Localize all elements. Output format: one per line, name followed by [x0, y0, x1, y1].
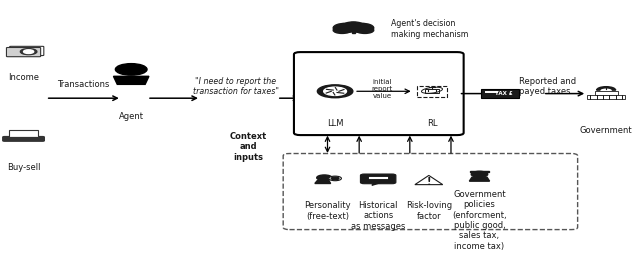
Polygon shape [315, 181, 331, 183]
Circle shape [24, 50, 34, 54]
Bar [595, 91, 618, 95]
Text: initial
report
value: initial report value [371, 79, 392, 99]
Circle shape [317, 85, 353, 98]
Text: TAX £: TAX £ [495, 91, 513, 96]
Circle shape [333, 27, 351, 34]
Circle shape [317, 175, 332, 181]
Bar [10, 137, 38, 138]
Text: Buy-sell: Buy-sell [7, 163, 40, 172]
Text: LLM: LLM [327, 119, 343, 128]
Text: "I need to report the
transaction for taxes": "I need to report the transaction for ta… [193, 77, 278, 96]
Bar [425, 89, 439, 93]
Bar [481, 89, 520, 98]
Text: Historical
actions
as messages: Historical actions as messages [351, 201, 405, 231]
Text: RL: RL [427, 119, 437, 128]
Bar [470, 171, 489, 172]
Circle shape [332, 177, 339, 180]
Text: Transactions: Transactions [58, 80, 110, 89]
Circle shape [348, 23, 374, 33]
Bar [587, 95, 625, 99]
Text: Income: Income [8, 73, 39, 82]
Text: Risk-loving
factor: Risk-loving factor [406, 201, 452, 221]
FancyBboxPatch shape [6, 47, 41, 57]
Circle shape [356, 27, 374, 34]
Circle shape [329, 176, 341, 181]
Polygon shape [469, 177, 490, 181]
Text: Agent: Agent [118, 112, 144, 121]
Circle shape [324, 87, 346, 96]
Wedge shape [596, 87, 616, 90]
Polygon shape [113, 76, 149, 84]
FancyBboxPatch shape [3, 136, 44, 141]
Text: Government: Government [580, 126, 632, 135]
FancyBboxPatch shape [294, 52, 463, 135]
Text: Agent's decision
making mechanism: Agent's decision making mechanism [392, 19, 469, 39]
Bar [351, 31, 355, 33]
Circle shape [115, 64, 147, 75]
Polygon shape [415, 176, 443, 185]
Text: Personality
(free-text): Personality (free-text) [304, 201, 351, 221]
FancyBboxPatch shape [417, 86, 447, 97]
FancyBboxPatch shape [9, 130, 38, 137]
FancyBboxPatch shape [360, 174, 396, 184]
Text: Government
policies
(enforcment,
public good,
sales tax,
income tax): Government policies (enforcment, public … [452, 190, 507, 251]
FancyBboxPatch shape [10, 46, 44, 56]
Circle shape [343, 22, 364, 29]
FancyBboxPatch shape [283, 153, 578, 230]
Text: !: ! [427, 177, 431, 187]
Circle shape [333, 23, 358, 33]
Text: Context
and
inputs: Context and inputs [230, 132, 267, 162]
Circle shape [471, 171, 488, 177]
Polygon shape [372, 182, 381, 185]
Circle shape [20, 49, 37, 55]
Text: Reported and
payed taxes: Reported and payed taxes [520, 77, 577, 96]
